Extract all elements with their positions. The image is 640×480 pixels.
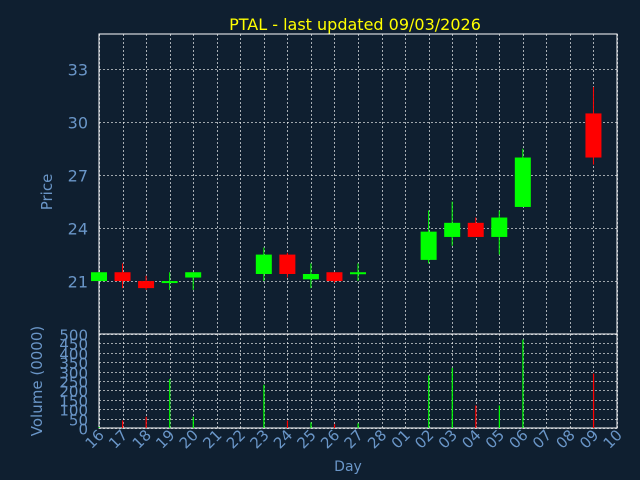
volume-tick-label: 0 [78, 421, 88, 439]
volume-tick-label: 200 [59, 383, 88, 401]
price-axis: 21 24 27 30 33 [68, 61, 88, 292]
volume-tick-label: 400 [59, 346, 88, 364]
volume-tick-label: 100 [59, 402, 88, 420]
volume-bar-09 [592, 373, 595, 428]
candle-body [420, 231, 437, 260]
volume-bar-06 [522, 339, 524, 428]
candle-body [161, 281, 178, 284]
candle-body [491, 217, 508, 237]
candle-20 [185, 272, 202, 290]
volume-bar-23 [263, 384, 265, 428]
candle-16 [91, 272, 107, 282]
volume-bar-05 [498, 405, 500, 428]
price-tick-label: 24 [68, 220, 88, 239]
candle-04 [467, 217, 484, 237]
candle-09 [585, 86, 602, 165]
volume-tick-label: 500 [59, 327, 88, 345]
candle-body [350, 272, 366, 275]
volume-bar-24 [286, 420, 289, 428]
candle-body [279, 254, 296, 274]
candle-19 [161, 272, 178, 290]
volume-bar-03 [451, 367, 453, 428]
volume-bar-26 [333, 424, 336, 428]
candle-06 [514, 148, 531, 207]
candle-body [326, 272, 343, 282]
volume-bar-18 [145, 416, 147, 428]
candle-body [444, 222, 461, 237]
candle-25 [302, 263, 319, 289]
candle-05 [491, 210, 508, 255]
candle-body [185, 272, 202, 278]
chart-title: PTAL - last updated 09/03/2026 [229, 15, 481, 34]
candle-body [255, 254, 272, 274]
candle-body [91, 272, 107, 282]
volume-tick-label: 150 [59, 393, 88, 411]
volume-tick-label: 250 [59, 374, 88, 392]
volume-bar-19 [169, 379, 171, 428]
candle-24 [279, 252, 296, 278]
volume-bar-17 [122, 420, 124, 428]
volume-bar-04 [475, 405, 477, 428]
candle-23 [255, 247, 272, 282]
volume-tick-label: 450 [59, 336, 88, 354]
candle-02 [420, 210, 437, 264]
candle-18 [138, 275, 155, 290]
volume-bars [98, 339, 595, 428]
price-tick-label: 21 [68, 273, 88, 292]
volume-bar-20 [192, 416, 194, 428]
candle-body [302, 274, 319, 280]
price-tick-label: 33 [68, 61, 88, 80]
candle-body [138, 281, 155, 289]
candle-03 [444, 201, 461, 246]
volume-bar-02 [428, 375, 430, 428]
candle-17 [114, 263, 131, 289]
candle-body [514, 157, 531, 207]
volume-tick-label: 50 [69, 412, 88, 430]
price-axis-label: Price [38, 174, 56, 211]
price-tick-label: 27 [68, 167, 88, 186]
day-axis-label: Day [334, 459, 362, 475]
candle-27 [350, 263, 366, 282]
volume-bar-16 [98, 427, 100, 428]
candle-body [585, 113, 602, 158]
price-candles [91, 86, 602, 290]
price-tick-label: 30 [68, 114, 88, 133]
price-grid [98, 33, 618, 335]
candle-26 [326, 272, 343, 283]
candle-body [114, 272, 131, 282]
volume-tick-label: 350 [59, 355, 88, 373]
volume-bar-25 [310, 422, 312, 428]
volume-bar-27 [357, 423, 359, 428]
volume-tick-label: 300 [59, 365, 88, 383]
day-axis: 1617181920212223242526272801020304050607… [82, 426, 626, 452]
candle-body [467, 222, 484, 237]
volume-axis-label: Volume (0000) [28, 326, 46, 436]
